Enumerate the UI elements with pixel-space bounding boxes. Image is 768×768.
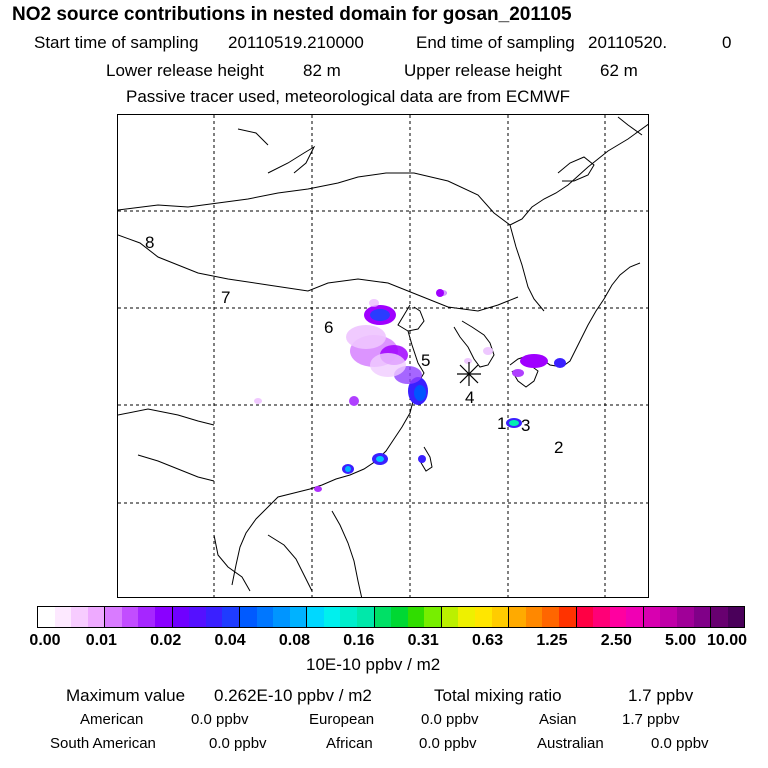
color-scale-cell (54, 607, 72, 627)
color-scale-cell (609, 607, 627, 627)
end-time-label: End time of sampling (416, 33, 575, 52)
color-scale-units: 10E-10 ppbv / m2 (306, 655, 441, 674)
color-scale-cell (155, 607, 173, 627)
color-scale-cell (323, 607, 341, 627)
color-scale-cell (222, 607, 240, 627)
chart-title: NO2 source contributions in nested domai… (12, 4, 572, 25)
region-african-value: 0.0 ppbv (419, 735, 477, 752)
color-scale-tick-label: 0.08 (278, 632, 311, 649)
color-scale-cell (256, 607, 274, 627)
color-scale-tick-label: 0.00 (29, 632, 61, 649)
color-scale-cell (542, 607, 559, 627)
color-scale-cell (525, 607, 543, 627)
region-label-6: 6 (324, 318, 333, 337)
color-scale-cell (189, 607, 206, 627)
total-mixing-label: Total mixing ratio (434, 686, 562, 705)
region-label-5: 5 (421, 351, 430, 370)
color-scale-cell (711, 607, 728, 627)
region-label-2: 2 (554, 438, 563, 457)
color-scale-cell (593, 607, 610, 627)
region-american-value: 0.0 ppbv (191, 711, 249, 728)
color-scale-cell (374, 607, 392, 627)
color-scale-cell (660, 607, 677, 627)
color-scale-tick-label: 1.25 (536, 632, 568, 649)
map-panel: 1 2 3 4 5 6 7 8 (117, 114, 649, 598)
color-scale-bar (37, 606, 745, 628)
color-scale-cell (172, 607, 190, 627)
color-scale-cell (273, 607, 290, 627)
region-asian-label: Asian (539, 711, 577, 728)
color-scale-cell (407, 607, 425, 627)
color-scale-cell (491, 607, 510, 627)
region-australian-label: Australian (537, 735, 604, 752)
end-time-value: 20110520. (588, 33, 668, 52)
region-labels: 1 2 3 4 5 6 7 8 (145, 233, 563, 457)
color-scale-cell (71, 607, 88, 627)
start-time-label: Start time of sampling (34, 33, 199, 52)
color-scale-cell (458, 607, 476, 627)
upper-release-value: 62 m (600, 61, 638, 80)
color-scale-cell (307, 607, 324, 627)
color-scale-cell (643, 607, 661, 627)
region-american-label: American (80, 711, 144, 728)
lower-release-value: 82 m (303, 61, 341, 80)
map-canvas: 1 2 3 4 5 6 7 8 (118, 115, 648, 597)
color-scale-cell (138, 607, 156, 627)
color-scale-cell (676, 607, 694, 627)
color-scale-tick-label: 0.31 (407, 632, 439, 649)
region-south-american-label: South American (50, 735, 156, 752)
color-scale-cell (121, 607, 139, 627)
region-european-label: European (309, 711, 375, 728)
color-scale-cell (239, 607, 257, 627)
end-time-suffix: 0 (722, 33, 732, 52)
max-value-label: Maximum value (66, 686, 186, 705)
color-scale-tick-label: 0.02 (150, 632, 182, 649)
color-scale-cell (205, 607, 223, 627)
asterisk-marker (457, 362, 481, 386)
lower-release-label: Lower release height (106, 61, 264, 80)
color-scale-cell (576, 607, 594, 627)
color-scale-cell (87, 607, 106, 627)
color-scale-cell (441, 607, 459, 627)
color-scale-tick-label: 2.50 (600, 632, 632, 649)
color-scale-tick-label: 0.16 (343, 632, 375, 649)
color-scale-tick-label: 10.00 (706, 632, 748, 649)
color-scale-cell (475, 607, 492, 627)
color-scale-cell (558, 607, 577, 627)
color-scale-cell (727, 607, 745, 627)
upper-release-label: Upper release height (404, 61, 562, 80)
color-scale-cell (693, 607, 712, 627)
total-mixing-value: 1.7 ppbv (628, 686, 694, 705)
color-scale-cell (509, 607, 526, 627)
color-scale-cell (289, 607, 308, 627)
max-value: 0.262E-10 ppbv / m2 (214, 686, 372, 705)
tracer-info: Passive tracer used, meteorological data… (126, 87, 571, 106)
start-time-value: 20110519.210000 (228, 33, 364, 52)
region-south-american-value: 0.0 ppbv (209, 735, 267, 752)
concentration-field (254, 289, 566, 492)
color-scale-cell (424, 607, 442, 627)
color-scale-cell (340, 607, 357, 627)
color-scale-tick-label: 0.01 (85, 632, 117, 649)
region-label-1: 1 (497, 414, 506, 433)
color-scale-cell (356, 607, 375, 627)
color-scale-tick-label: 5.00 (665, 632, 697, 649)
color-scale-cell (38, 607, 55, 627)
region-label-3: 3 (521, 416, 530, 435)
region-asian-value: 1.7 ppbv (622, 711, 680, 728)
color-scale-ticks: 0.00 0.01 0.02 0.04 0.08 0.16 0.31 0.63 1.25 2.50… (0, 632, 768, 652)
region-african-label: African (326, 735, 373, 752)
region-australian-value: 0.0 ppbv (651, 735, 709, 752)
color-scale-tick-label: 0.63 (471, 632, 504, 649)
color-scale-cell (626, 607, 644, 627)
color-scale-cell (105, 607, 122, 627)
color-scale-cell (391, 607, 408, 627)
region-label-4: 4 (465, 388, 474, 407)
region-european-value: 0.0 ppbv (421, 711, 479, 728)
region-label-8: 8 (145, 233, 154, 252)
region-label-7: 7 (221, 288, 230, 307)
color-scale-tick-label: 0.04 (214, 632, 246, 649)
